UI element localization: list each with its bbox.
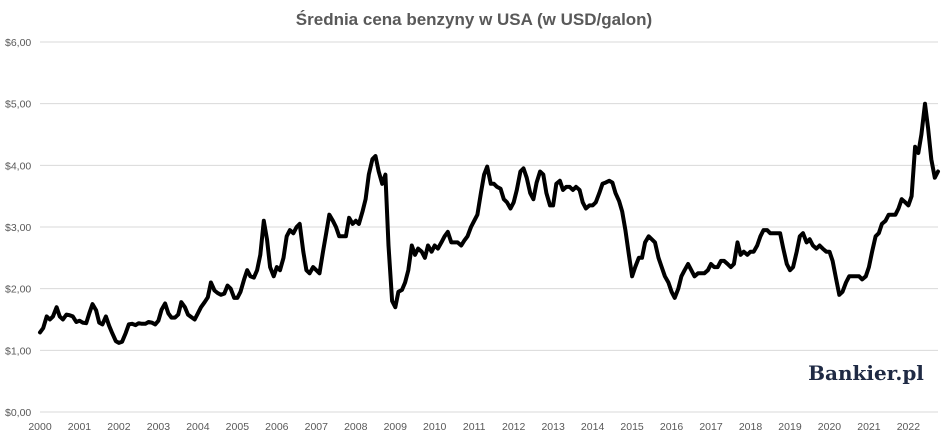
x-tick-label: 2018: [739, 421, 763, 433]
x-tick-label: 2011: [463, 421, 486, 433]
x-tick-label: 2021: [857, 421, 881, 433]
price-series-line: [38, 101, 940, 345]
y-tick-label: $4,00: [5, 160, 31, 172]
y-tick-label: $0,00: [5, 407, 31, 419]
x-tick-label: 2004: [186, 421, 210, 433]
gridlines: [40, 41, 938, 413]
x-tick-label: 2014: [581, 421, 605, 433]
x-tick-label: 2003: [147, 421, 171, 433]
x-tick-label: 2001: [68, 421, 92, 433]
x-tick-label: 2007: [305, 421, 329, 433]
x-axis-ticks: 2000 2001 2002 2003 2004 2005 2006 2007 2008 2009…: [28, 421, 920, 433]
y-axis-ticks: $0,00 $1,00 $2,00 $3,00 $4,00 $5,00 $6,00: [5, 37, 31, 419]
x-tick-label: 2019: [778, 421, 802, 433]
y-tick-label: $3,00: [5, 222, 31, 234]
y-tick-label: $1,00: [5, 345, 31, 357]
x-tick-label: 2000: [28, 421, 52, 433]
x-tick-label: 2008: [344, 421, 368, 433]
x-tick-label: 2012: [502, 421, 526, 433]
x-tick-label: 2009: [384, 421, 408, 433]
x-tick-label: 2016: [660, 421, 684, 433]
chart-title: Średnia cena benzyny w USA (w USD/galon): [296, 10, 652, 29]
x-tick-label: 2005: [226, 421, 250, 433]
x-tick-label: 2002: [107, 421, 131, 433]
x-tick-label: 2010: [423, 421, 447, 433]
x-tick-label: 2015: [620, 421, 644, 433]
x-tick-label: 2013: [541, 421, 565, 433]
x-tick-label: 2006: [265, 421, 289, 433]
y-tick-label: $6,00: [5, 37, 31, 49]
x-tick-label: 2020: [818, 421, 842, 433]
x-tick-label: 2022: [897, 421, 921, 433]
y-tick-label: $2,00: [5, 284, 31, 296]
x-tick-label: 2017: [699, 421, 723, 433]
bankier-logo: Bankier.pl: [808, 361, 924, 385]
y-tick-label: $5,00: [5, 99, 31, 111]
